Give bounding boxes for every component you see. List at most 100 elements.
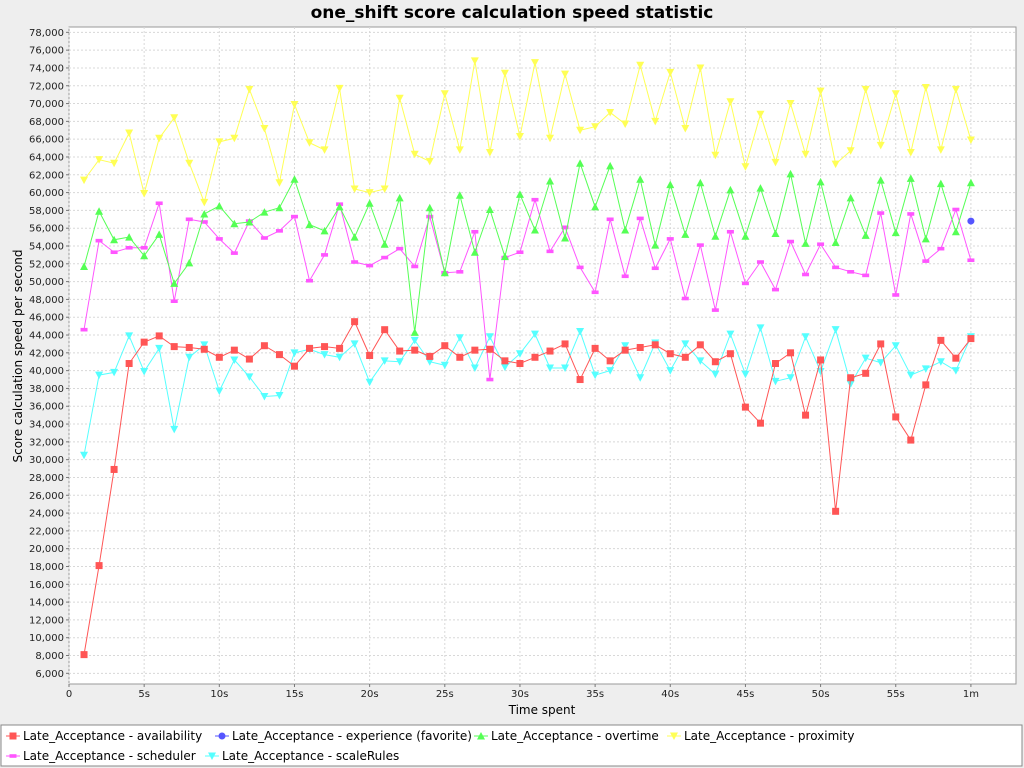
data-point — [395, 358, 404, 366]
series-5 — [80, 324, 975, 460]
y-tick-label: 58,000 — [29, 206, 64, 217]
data-point — [426, 214, 434, 219]
data-point — [275, 351, 283, 359]
data-point — [621, 225, 630, 234]
data-point — [847, 374, 855, 382]
data-point — [771, 158, 780, 167]
data-point — [426, 352, 434, 360]
data-point — [471, 229, 479, 234]
data-point — [711, 370, 720, 379]
y-axis-label: Score calculation speed per second — [11, 249, 25, 462]
y-tick-label: 20,000 — [29, 544, 64, 555]
legend-marker — [218, 732, 226, 740]
data-point — [666, 367, 675, 375]
data-point — [230, 346, 238, 354]
data-point — [786, 374, 795, 382]
y-tick-label: 6,000 — [35, 669, 64, 680]
data-point — [215, 237, 223, 241]
y-tick-label: 64,000 — [29, 152, 64, 163]
data-point — [140, 189, 149, 198]
data-point — [726, 350, 734, 358]
y-tick-label: 8,000 — [35, 651, 64, 662]
data-point — [951, 227, 960, 236]
series-0 — [80, 318, 975, 659]
data-point — [711, 308, 719, 312]
data-point — [440, 361, 449, 370]
data-point — [906, 149, 915, 157]
y-tick-label: 52,000 — [29, 259, 64, 270]
y-tick-label: 34,000 — [29, 420, 64, 431]
data-point — [80, 451, 89, 460]
data-point — [816, 87, 825, 96]
x-tick-label: 5s — [138, 689, 150, 700]
data-point — [245, 85, 254, 94]
axes: 6,000 8,000 10,000 12,000 14,000 16,000 18,000… — [29, 28, 979, 700]
data-point — [967, 335, 975, 343]
data-point — [951, 367, 960, 375]
data-point — [411, 346, 419, 354]
data-point — [170, 299, 178, 303]
data-point — [606, 367, 615, 375]
data-point — [110, 235, 119, 244]
data-point — [320, 146, 329, 154]
data-point — [275, 392, 284, 400]
data-point — [561, 70, 570, 79]
legend-label: Late_Acceptance - experience (favorite) — [232, 729, 472, 743]
data-point — [726, 185, 735, 194]
legend: Late_Acceptance - availability Late_Accep… — [6, 729, 854, 763]
data-point — [395, 94, 404, 103]
data-point — [366, 263, 374, 268]
legend-label: Late_Acceptance - overtime — [491, 729, 659, 743]
data-point — [530, 330, 539, 339]
data-point — [681, 296, 689, 301]
data-point — [802, 272, 810, 277]
data-point — [681, 124, 690, 133]
data-point — [380, 357, 389, 365]
y-tick-label: 48,000 — [29, 295, 64, 306]
data-point — [651, 241, 660, 249]
data-point — [516, 250, 524, 255]
y-tick-label: 10,000 — [29, 633, 64, 644]
data-point — [861, 354, 870, 363]
data-point — [832, 265, 840, 270]
data-point — [756, 324, 765, 332]
data-point — [816, 368, 825, 376]
legend-marker — [9, 732, 17, 740]
data-point — [125, 245, 133, 250]
data-point — [290, 214, 298, 219]
data-point — [967, 217, 975, 225]
data-point — [381, 255, 389, 260]
data-point — [95, 207, 104, 215]
legend-box — [0, 724, 1023, 767]
y-tick-label: 24,000 — [29, 509, 64, 520]
data-point — [530, 225, 539, 234]
data-point — [726, 229, 734, 234]
data-point — [365, 189, 374, 197]
data-point — [936, 358, 945, 366]
data-point — [155, 201, 163, 206]
legend-marker — [670, 732, 678, 740]
data-point — [185, 258, 194, 267]
data-point — [455, 334, 464, 342]
x-tick-label: 50s — [812, 689, 830, 700]
data-point — [771, 229, 780, 238]
data-point — [245, 373, 254, 381]
data-point — [651, 266, 659, 271]
data-point — [335, 84, 344, 93]
data-point — [185, 217, 193, 222]
data-point — [456, 270, 464, 274]
data-point — [921, 365, 930, 373]
data-point — [395, 193, 404, 202]
data-point — [350, 340, 359, 348]
data-point — [816, 177, 825, 186]
data-point — [891, 342, 900, 350]
data-point — [591, 123, 600, 131]
y-tick-label: 70,000 — [29, 99, 64, 110]
series-line — [83, 161, 972, 333]
data-point — [185, 159, 194, 168]
data-point — [530, 59, 539, 67]
data-point — [861, 85, 870, 94]
legend-item: Late_Acceptance - scheduler — [6, 749, 196, 763]
data-point — [515, 350, 524, 358]
y-tick-label: 32,000 — [29, 437, 64, 448]
